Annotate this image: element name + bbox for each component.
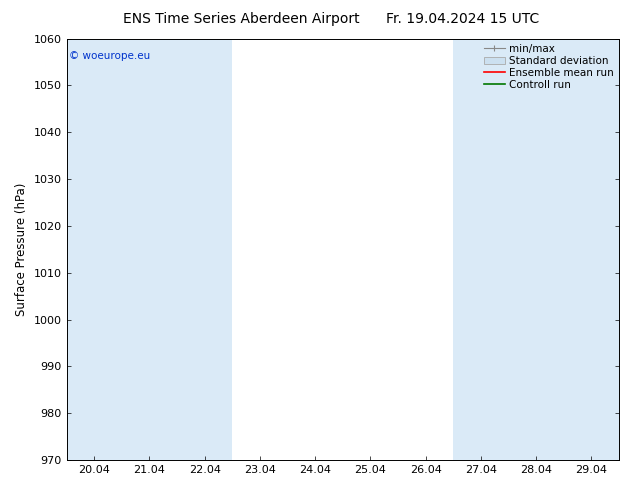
Legend: min/max, Standard deviation, Ensemble mean run, Controll run: min/max, Standard deviation, Ensemble me… [484, 44, 614, 90]
Bar [67, 39, 122, 460]
Bar [564, 39, 619, 460]
Bar [453, 39, 564, 460]
Bar [122, 39, 232, 460]
Text: © woeurope.eu: © woeurope.eu [69, 51, 150, 61]
Text: ENS Time Series Aberdeen Airport: ENS Time Series Aberdeen Airport [122, 12, 359, 26]
Text: Fr. 19.04.2024 15 UTC: Fr. 19.04.2024 15 UTC [386, 12, 540, 26]
Y-axis label: Surface Pressure (hPa): Surface Pressure (hPa) [15, 183, 28, 316]
